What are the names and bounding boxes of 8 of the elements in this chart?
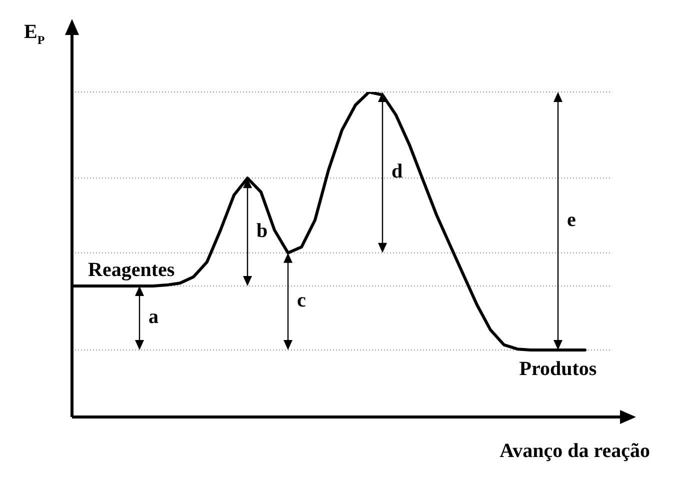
annotation: e	[567, 209, 576, 232]
x-axis-title: Avanço da reação	[500, 440, 650, 462]
annotation: d	[392, 160, 403, 183]
annotation: b	[256, 220, 268, 242]
annotation: Reagentes	[88, 259, 175, 282]
annotation: a	[148, 306, 158, 328]
annotation: Produtos	[519, 358, 597, 380]
annotation: c	[297, 290, 306, 312]
